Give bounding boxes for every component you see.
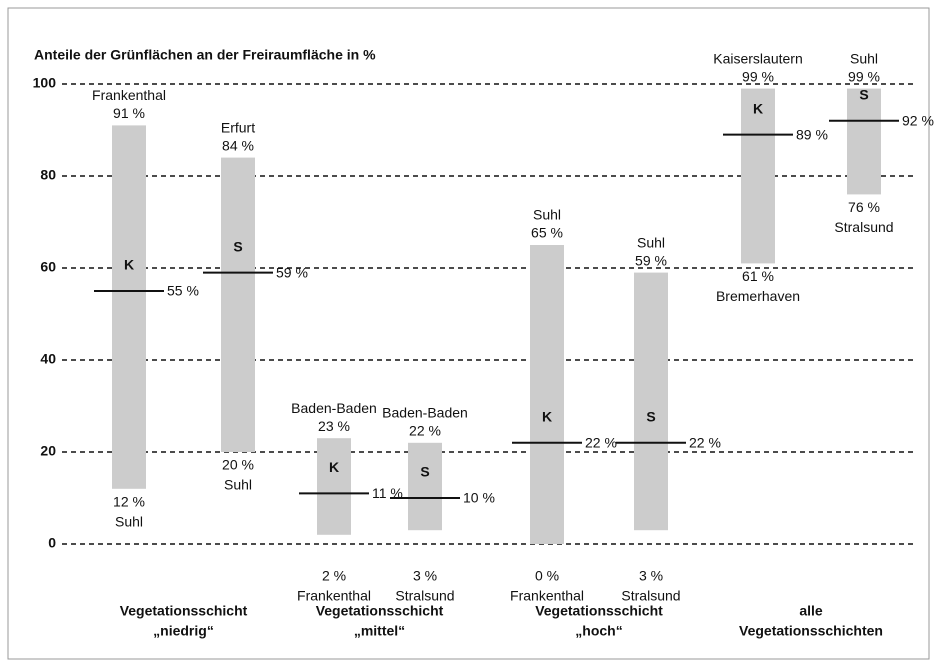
group-label: „mittel“ <box>354 623 405 639</box>
bar-marker: K <box>542 409 552 425</box>
chart-title: Anteile der Grünflächen an der Freiraumf… <box>34 47 376 63</box>
median-label: 55 % <box>167 283 199 299</box>
y-tick-label: 60 <box>40 259 56 275</box>
y-tick-label: 40 <box>40 351 56 367</box>
median-label: 59 % <box>276 264 308 280</box>
high-label: 99 % <box>848 68 880 84</box>
low-label: 3 % <box>413 568 437 584</box>
high-city: Suhl <box>533 207 561 223</box>
high-label: 99 % <box>742 68 774 84</box>
range-bar <box>741 88 775 264</box>
low-label: 76 % <box>848 199 880 215</box>
high-city: Frankenthal <box>92 87 166 103</box>
high-label: 91 % <box>113 105 145 121</box>
bar-marker: K <box>753 100 763 116</box>
low-city: Suhl <box>115 514 143 530</box>
y-tick-label: 80 <box>40 167 56 183</box>
bar-marker: S <box>420 464 429 480</box>
high-city: Erfurt <box>221 119 255 135</box>
bar-marker: K <box>329 459 339 475</box>
high-label: 22 % <box>409 423 441 439</box>
low-city: Frankenthal <box>510 588 584 604</box>
range-bar <box>408 442 442 531</box>
low-city: Stralsund <box>395 588 454 604</box>
low-label: 2 % <box>322 568 346 584</box>
y-tick-label: 0 <box>48 535 56 551</box>
range-bar <box>634 272 668 531</box>
y-tick-label: 20 <box>40 443 56 459</box>
range-bar <box>317 438 351 535</box>
range-bar <box>221 157 255 452</box>
bar-marker: S <box>859 87 868 103</box>
high-label: 84 % <box>222 137 254 153</box>
median-label: 22 % <box>585 435 617 451</box>
high-label: 23 % <box>318 418 350 434</box>
group-label: Vegetationsschicht <box>535 603 663 619</box>
group-label: Vegetationsschichten <box>739 623 883 639</box>
high-city: Suhl <box>637 234 665 250</box>
low-city: Frankenthal <box>297 588 371 604</box>
range-bar <box>112 125 146 489</box>
high-city: Kaiserslautern <box>713 50 803 66</box>
low-label: 12 % <box>113 494 145 510</box>
low-label: 3 % <box>639 568 663 584</box>
bar-marker: S <box>233 238 242 254</box>
low-city: Stralsund <box>621 588 680 604</box>
low-label: 61 % <box>742 268 774 284</box>
bar-marker: K <box>124 257 134 273</box>
high-city: Baden-Baden <box>291 400 377 416</box>
low-city: Stralsund <box>834 219 893 235</box>
group-label: Vegetationsschicht <box>316 603 444 619</box>
low-city: Suhl <box>224 477 252 493</box>
median-label: 10 % <box>463 490 495 506</box>
median-label: 89 % <box>796 126 828 142</box>
low-label: 0 % <box>535 568 559 584</box>
group-label: Vegetationsschicht <box>120 603 248 619</box>
high-label: 65 % <box>531 225 563 241</box>
high-label: 59 % <box>635 252 667 268</box>
median-label: 92 % <box>902 113 934 129</box>
bar-marker: S <box>646 409 655 425</box>
high-city: Suhl <box>850 50 878 66</box>
group-label: alle <box>799 603 823 619</box>
high-city: Baden-Baden <box>382 405 468 421</box>
low-label: 20 % <box>222 457 254 473</box>
group-label: „hoch“ <box>575 623 622 639</box>
median-label: 22 % <box>689 435 721 451</box>
group-label: „niedrig“ <box>153 623 214 639</box>
range-bar <box>530 245 564 544</box>
range-bar <box>847 88 881 195</box>
low-city: Bremerhaven <box>716 288 800 304</box>
y-tick-label: 100 <box>33 75 57 91</box>
frame <box>7 7 930 660</box>
